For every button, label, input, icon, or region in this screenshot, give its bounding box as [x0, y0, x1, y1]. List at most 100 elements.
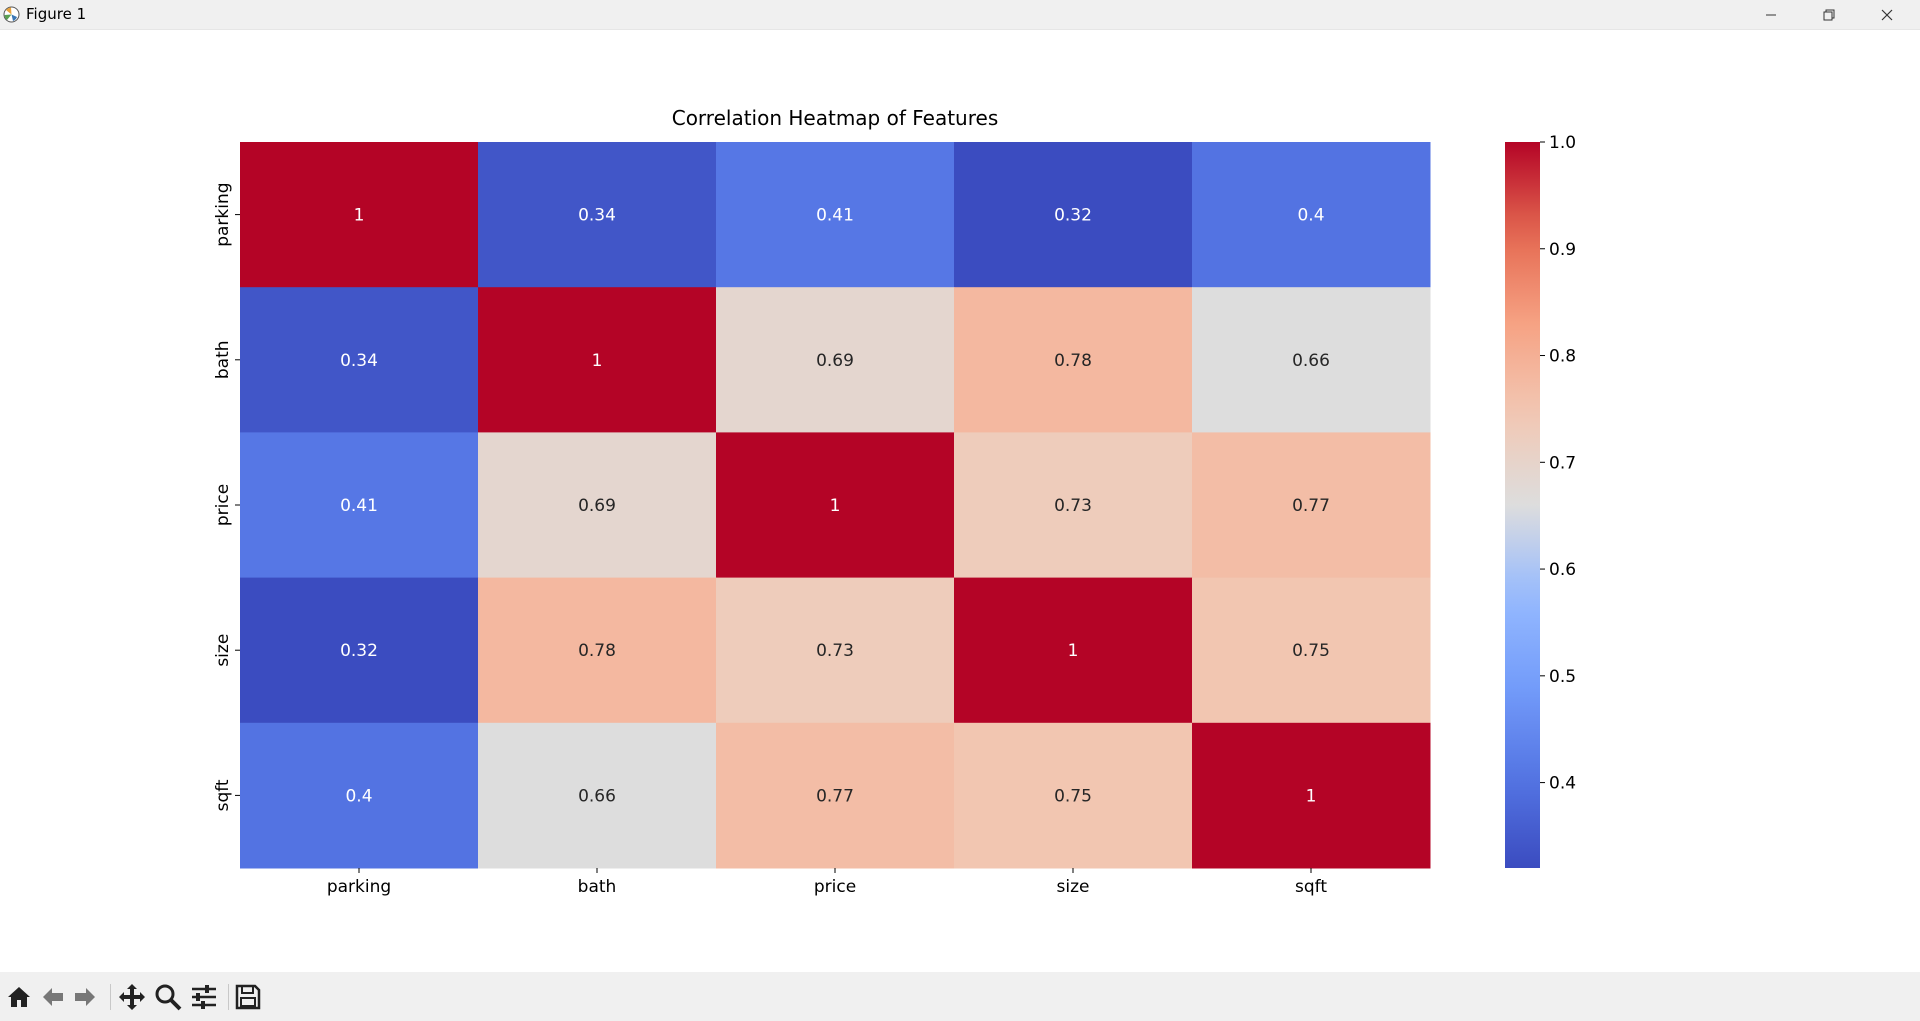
heatmap-cell	[240, 142, 479, 288]
cell-annotation: 0.41	[816, 206, 854, 226]
cell-annotation: 0.73	[816, 641, 854, 661]
close-button[interactable]	[1858, 0, 1916, 29]
cell-annotation: 1	[1306, 786, 1317, 806]
heatmap-cell	[1192, 577, 1431, 724]
heatmap-cell	[954, 577, 1193, 724]
cell-annotation: 1	[1068, 641, 1079, 661]
heatmap-cell	[716, 577, 955, 724]
heatmap-annotations: 1 0.34 0.41 0.32 0.40.34 1 0.69 0.78 0.660.41 0.6…	[340, 206, 1330, 807]
toolbar-separator	[110, 984, 111, 1010]
zoom-button[interactable]	[153, 982, 183, 1012]
y-tick-label: size	[213, 634, 233, 667]
heatmap-cell	[478, 142, 717, 288]
heatmap-cell	[954, 142, 1193, 288]
heatmap-cell	[478, 287, 717, 433]
back-arrow-icon	[43, 988, 63, 1006]
cell-annotation: 1	[354, 206, 365, 226]
heatmap-cell	[1192, 142, 1431, 288]
cell-annotation: 0.4	[345, 786, 372, 806]
pan-button[interactable]	[117, 982, 147, 1012]
cell-annotation: 1	[592, 351, 603, 371]
x-tick-label: bath	[578, 877, 617, 897]
cell-annotation: 1	[830, 496, 841, 516]
save-button[interactable]	[233, 982, 263, 1012]
heatmap-cell	[1192, 287, 1431, 433]
back-button[interactable]	[38, 982, 68, 1012]
colorbar-tick-label: 0.4	[1549, 774, 1576, 794]
x-tick-label: size	[1057, 877, 1090, 897]
heatmap-cell	[954, 432, 1193, 579]
cell-annotation: 0.73	[1054, 496, 1092, 516]
cell-annotation: 0.78	[578, 641, 616, 661]
y-tick-label: sqft	[213, 779, 233, 811]
configure-subplots-icon	[192, 985, 216, 1009]
toolbar-separator	[228, 984, 229, 1010]
restore-icon	[1823, 9, 1835, 20]
navigation-toolbar	[0, 972, 1920, 1021]
colorbar-tick-label: 0.8	[1549, 347, 1576, 367]
cell-annotation: 0.78	[1054, 351, 1092, 371]
matplotlib-icon	[3, 6, 20, 23]
colorbar-tick-label: 0.6	[1549, 560, 1576, 580]
heatmap-cell	[240, 577, 479, 724]
x-tick-label: parking	[327, 877, 391, 897]
cell-annotation: 0.75	[1054, 786, 1092, 806]
heatmap-cell	[716, 722, 955, 869]
title-bar: Figure 1	[0, 0, 1920, 30]
restore-button[interactable]	[1800, 0, 1858, 29]
window-title: Figure 1	[26, 5, 87, 23]
heatmap-cells	[240, 142, 1431, 869]
heatmap-cell	[716, 432, 955, 579]
configure-subplots-button[interactable]	[189, 982, 219, 1012]
forward-button[interactable]	[70, 982, 100, 1012]
y-tick-label: price	[213, 484, 233, 526]
cell-annotation: 0.34	[578, 206, 616, 226]
close-icon	[1881, 9, 1893, 20]
home-button[interactable]	[4, 982, 34, 1012]
y-tick-label: parking	[213, 182, 233, 246]
heatmap-cell	[240, 287, 479, 433]
heatmap-cell	[240, 432, 479, 579]
forward-arrow-icon	[75, 988, 95, 1006]
heatmap-cell	[478, 577, 717, 724]
cell-annotation: 0.34	[340, 351, 378, 371]
cell-annotation: 0.4	[1297, 206, 1324, 226]
heatmap-cell	[240, 722, 479, 869]
cell-annotation: 0.77	[1292, 496, 1330, 516]
colorbar-tick-label: 0.9	[1549, 240, 1576, 260]
heatmap-cell	[1192, 432, 1431, 579]
x-tick-label: sqft	[1295, 877, 1327, 897]
x-axis-ticks: parking bath price size sqft	[327, 868, 1327, 897]
cell-annotation: 0.75	[1292, 641, 1330, 661]
cell-annotation: 0.69	[816, 351, 854, 371]
heatmap-cell	[954, 287, 1193, 433]
minimize-icon	[1766, 14, 1776, 15]
cell-annotation: 0.41	[340, 496, 378, 516]
colorbar-tick-label: 1.0	[1549, 133, 1576, 153]
colorbar-ticks: 0.4 0.5 0.6 0.7 0.8 0.9 1.0	[1540, 133, 1576, 794]
cell-annotation: 0.77	[816, 786, 854, 806]
cell-annotation: 0.66	[578, 786, 616, 806]
minimize-button[interactable]	[1742, 0, 1800, 29]
colorbar-tick-label: 0.5	[1549, 667, 1576, 687]
heatmap-cell	[954, 722, 1193, 869]
y-axis-ticks: parking bath price size sqft	[213, 182, 240, 811]
colorbar-tick-label: 0.7	[1549, 453, 1576, 473]
cell-annotation: 0.66	[1292, 351, 1330, 371]
heatmap-cell	[478, 722, 717, 869]
heatmap-cell	[716, 142, 955, 288]
cell-annotation: 0.32	[340, 641, 378, 661]
heatmap-cell	[1192, 722, 1431, 869]
cell-annotation: 0.69	[578, 496, 616, 516]
home-icon	[8, 987, 30, 1007]
heatmap-cell	[716, 287, 955, 433]
y-tick-label: bath	[213, 340, 233, 379]
chart-title: Correlation Heatmap of Features	[672, 106, 999, 130]
zoom-icon	[155, 984, 182, 1011]
colorbar	[1505, 142, 1540, 868]
cell-annotation: 0.32	[1054, 206, 1092, 226]
heatmap-figure: Correlation Heatmap of Features 1 0.34 0.4…	[213, 106, 1576, 897]
x-tick-label: price	[814, 877, 856, 897]
save-icon	[235, 984, 261, 1010]
heatmap-cell	[478, 432, 717, 579]
